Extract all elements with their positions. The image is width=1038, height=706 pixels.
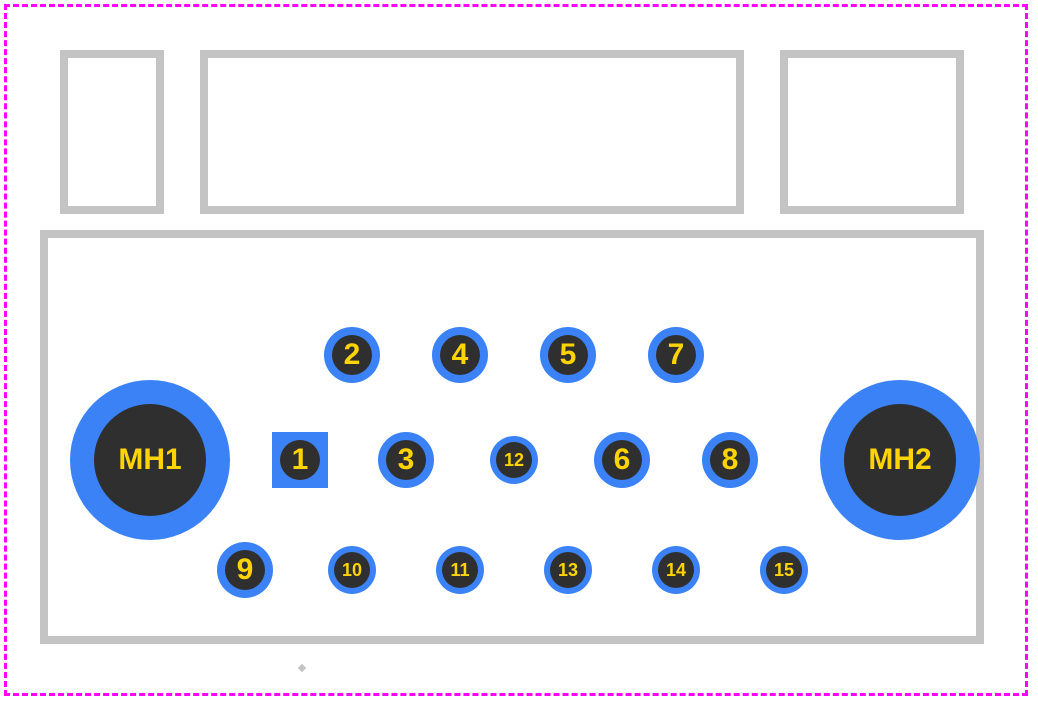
pin-5: 5 [540,327,596,383]
pin-15-hole [766,552,802,588]
pin-14-hole [658,552,694,588]
pin-7: 7 [648,327,704,383]
pin-10: 10 [328,546,376,594]
pin-14: 14 [652,546,700,594]
pin-2-hole [332,335,372,375]
pin-1: 1 [272,432,328,488]
pin-3-hole [386,440,426,480]
pin-7-hole [656,335,696,375]
pin-9: 9 [217,542,273,598]
pin-12-hole [496,442,532,478]
pin-4: 4 [432,327,488,383]
pin-8-hole [710,440,750,480]
pin-10-hole [334,552,370,588]
pin-1-hole [280,440,320,480]
pin-5-hole [548,335,588,375]
pin-9-hole [225,550,265,590]
pin-12: 12 [490,436,538,484]
pin-6-hole [602,440,642,480]
pin-11: 11 [436,546,484,594]
pin-13: 13 [544,546,592,594]
pin-8: 8 [702,432,758,488]
mounting-hole-2: MH2 [820,380,980,540]
pin-4-hole [440,335,480,375]
body-outline-0 [60,50,164,214]
body-outline-1 [200,50,744,214]
mounting-hole-1: MH1 [70,380,230,540]
mounting-hole-1-hole [94,404,206,516]
pin-2: 2 [324,327,380,383]
pin-11-hole [442,552,478,588]
pin-15: 15 [760,546,808,594]
footprint-canvas: MH1MH2124573126891011131415 [0,0,1038,706]
pin-13-hole [550,552,586,588]
pin-6: 6 [594,432,650,488]
pin-3: 3 [378,432,434,488]
body-outline-2 [780,50,964,214]
mounting-hole-2-hole [844,404,956,516]
